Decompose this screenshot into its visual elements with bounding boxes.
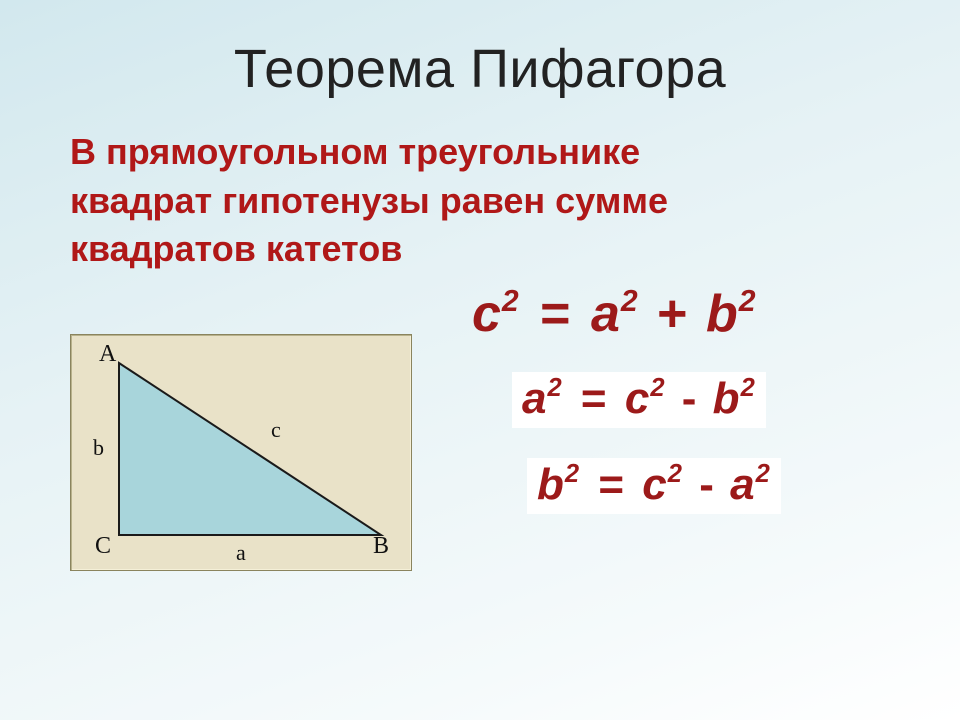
theorem-statement: В прямоугольном треугольнике квадрат гип… [70, 128, 890, 274]
exp-c3: 2 [668, 460, 682, 488]
var-b: b [706, 285, 738, 343]
exp-a3: 2 [756, 460, 770, 488]
vertex-label-c: C [95, 533, 111, 560]
triangle-diagram: A B C a b c [70, 334, 412, 571]
exp-c2: 2 [650, 374, 664, 402]
statement-line-2: квадрат гипотенузы равен сумме [70, 177, 890, 226]
equals-sign-2: = [575, 374, 613, 423]
var-c: c [472, 285, 501, 343]
formula-main: c2 = a2 + b2 [472, 284, 781, 344]
content-row: A B C a b c c2 = a2 + b2 a2 = c2 - b2 b2… [70, 294, 960, 571]
slide-title: Теорема Пифагора [0, 38, 960, 100]
var-b3: b [537, 460, 564, 509]
side-label-c: c [271, 417, 281, 443]
exp-b2: 2 [741, 374, 755, 402]
var-c2: c [625, 374, 649, 423]
exp-a: 2 [621, 285, 638, 318]
statement-line-3: квадратов катетов [70, 225, 890, 274]
vertex-label-a: A [99, 341, 116, 368]
equals-sign: = [534, 285, 576, 343]
var-c3: c [642, 460, 666, 509]
plus-sign: + [653, 285, 691, 343]
triangle-shape [119, 363, 381, 535]
var-a: a [591, 285, 620, 343]
var-a2: a [522, 374, 546, 423]
formulas-block: c2 = a2 + b2 a2 = c2 - b2 b2 = c2 - a2 [472, 284, 781, 514]
var-b2: b [713, 374, 740, 423]
side-label-a: a [236, 540, 246, 566]
exp-a2: 2 [547, 374, 561, 402]
vertex-label-b: B [373, 533, 389, 560]
exp-b: 2 [739, 285, 756, 318]
formula-deriv-a: a2 = c2 - b2 [512, 372, 766, 428]
minus-sign-2: - [695, 460, 718, 509]
statement-line-1: В прямоугольном треугольнике [70, 128, 890, 177]
var-a3: a [730, 460, 754, 509]
minus-sign-1: - [678, 374, 701, 423]
side-label-b: b [93, 435, 104, 461]
triangle-svg [71, 335, 411, 570]
exp-b3: 2 [565, 460, 579, 488]
formula-deriv-b: b2 = c2 - a2 [527, 458, 781, 514]
equals-sign-3: = [592, 460, 630, 509]
exp-c: 2 [502, 285, 519, 318]
